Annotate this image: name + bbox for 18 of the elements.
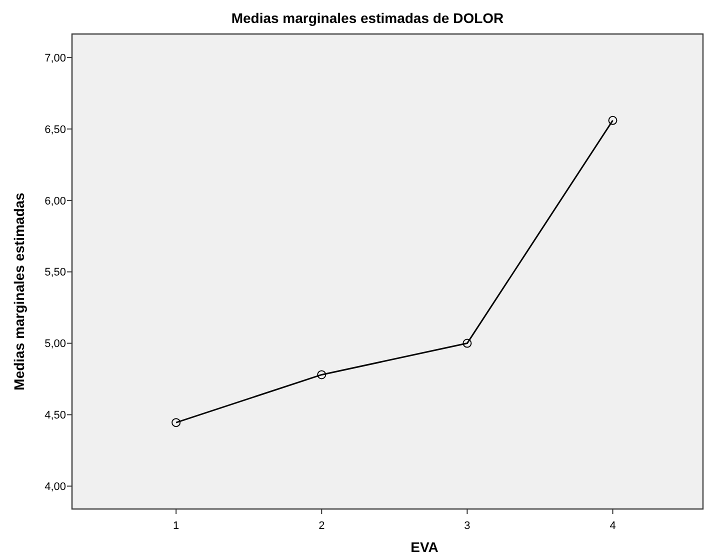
y-tick-label: 5,50 [44,266,66,279]
x-tick-label: 4 [610,520,616,532]
point [608,116,618,125]
y-tick-label: 6,00 [44,195,66,208]
x-tick-label: 3 [464,520,470,532]
y-tick-label: 5,00 [44,338,66,350]
y-tick-label: 4,00 [44,480,66,493]
y-tick-label: 6,50 [44,124,66,136]
y-axis-title: Medias marginales estimadas [11,192,27,390]
x-axis-title: EVA [410,539,438,555]
x-tick-label: 2 [318,520,325,532]
point [317,370,326,380]
point [462,338,472,348]
point [172,418,181,428]
x-tick-label: 1 [173,520,180,532]
chart-title: Medias marginales estimadas de DOLOR [231,10,504,26]
y-tick-label: 7,00 [44,52,66,64]
y-tick-label: 4,50 [44,410,66,422]
